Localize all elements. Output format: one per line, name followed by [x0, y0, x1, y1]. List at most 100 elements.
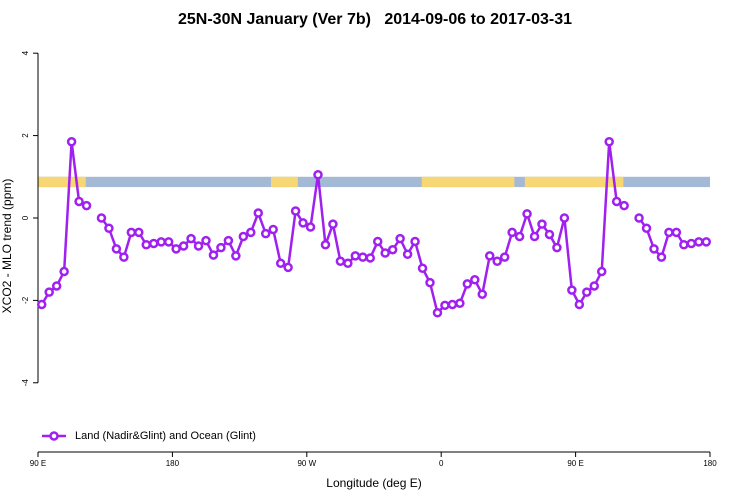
point — [246, 227, 256, 238]
point — [544, 229, 555, 240]
land-band — [524, 176, 624, 188]
point — [298, 218, 308, 228]
x-tick-label: 90 E — [30, 459, 46, 468]
x-tick-label: 180 — [703, 459, 717, 468]
point — [686, 238, 697, 249]
point — [305, 222, 316, 232]
point — [96, 213, 107, 223]
y-tick-label: 2 — [21, 133, 30, 138]
point — [671, 227, 682, 238]
point — [641, 223, 652, 234]
point — [604, 137, 614, 147]
point — [126, 227, 137, 238]
x-tick-label: 90 W — [297, 459, 316, 468]
point — [492, 256, 502, 266]
point — [387, 244, 398, 255]
y-tick-label: -4 — [21, 379, 30, 387]
point — [335, 256, 346, 266]
point — [313, 169, 323, 180]
point — [66, 137, 77, 147]
point — [559, 213, 570, 223]
point — [111, 244, 122, 254]
legend-label: Land (Nadir&Glint) and Ocean (Glint) — [75, 430, 256, 442]
point — [141, 240, 152, 250]
land-band — [38, 176, 86, 188]
point — [253, 208, 264, 218]
point — [231, 251, 241, 261]
point — [290, 206, 301, 216]
point — [216, 242, 226, 253]
point — [455, 298, 465, 309]
point — [694, 237, 704, 247]
point — [36, 299, 47, 310]
point — [201, 235, 211, 246]
point — [148, 238, 159, 249]
point — [260, 228, 271, 239]
point — [462, 279, 473, 289]
point — [81, 200, 92, 211]
point — [365, 253, 376, 263]
point — [186, 233, 196, 244]
point — [649, 244, 659, 254]
point — [567, 285, 577, 295]
point — [119, 252, 129, 262]
point — [402, 249, 413, 259]
point — [134, 227, 144, 238]
point — [238, 231, 249, 242]
y-tick-label: 0 — [21, 215, 30, 220]
point — [447, 299, 458, 310]
point — [514, 231, 525, 242]
point — [51, 281, 62, 291]
point — [611, 196, 622, 207]
x-tick-label: 180 — [166, 459, 180, 468]
point — [589, 281, 600, 291]
point — [156, 237, 166, 247]
x-tick-label: 90 E — [567, 459, 583, 468]
point — [343, 258, 353, 269]
point — [268, 224, 278, 235]
point — [275, 258, 286, 269]
chart-title: 25N-30N January (Ver 7b) 2014-09-06 to 2… — [178, 11, 572, 28]
point — [178, 241, 189, 251]
point — [529, 231, 540, 242]
point — [701, 237, 712, 247]
point — [395, 233, 405, 244]
y-tick-label: -2 — [21, 296, 30, 304]
point — [193, 241, 204, 251]
ocean-band — [38, 176, 710, 188]
point — [440, 300, 450, 311]
land-band — [421, 176, 515, 188]
land-band — [270, 176, 298, 188]
point — [320, 240, 331, 250]
point — [484, 251, 495, 261]
y-tick-label: 4 — [21, 50, 30, 55]
point — [328, 219, 338, 229]
point — [582, 287, 592, 297]
point — [163, 237, 174, 247]
point — [656, 252, 667, 262]
point — [104, 223, 114, 234]
point — [596, 266, 607, 277]
point — [59, 266, 69, 277]
point — [522, 209, 532, 219]
point — [499, 252, 510, 262]
point — [619, 200, 629, 211]
x-tick-label: 0 — [439, 459, 444, 468]
point — [679, 240, 689, 250]
point — [410, 236, 420, 247]
point — [171, 244, 181, 254]
point — [477, 289, 488, 299]
point — [664, 227, 674, 238]
x-axis-label: Longitude (deg E) — [326, 476, 421, 490]
point — [372, 236, 383, 247]
point — [74, 196, 84, 207]
point — [432, 307, 443, 318]
point — [425, 277, 435, 288]
point — [223, 235, 234, 246]
legend-marker — [49, 431, 59, 441]
point — [283, 262, 293, 273]
point — [358, 252, 368, 262]
point — [507, 227, 517, 238]
point — [537, 219, 547, 229]
